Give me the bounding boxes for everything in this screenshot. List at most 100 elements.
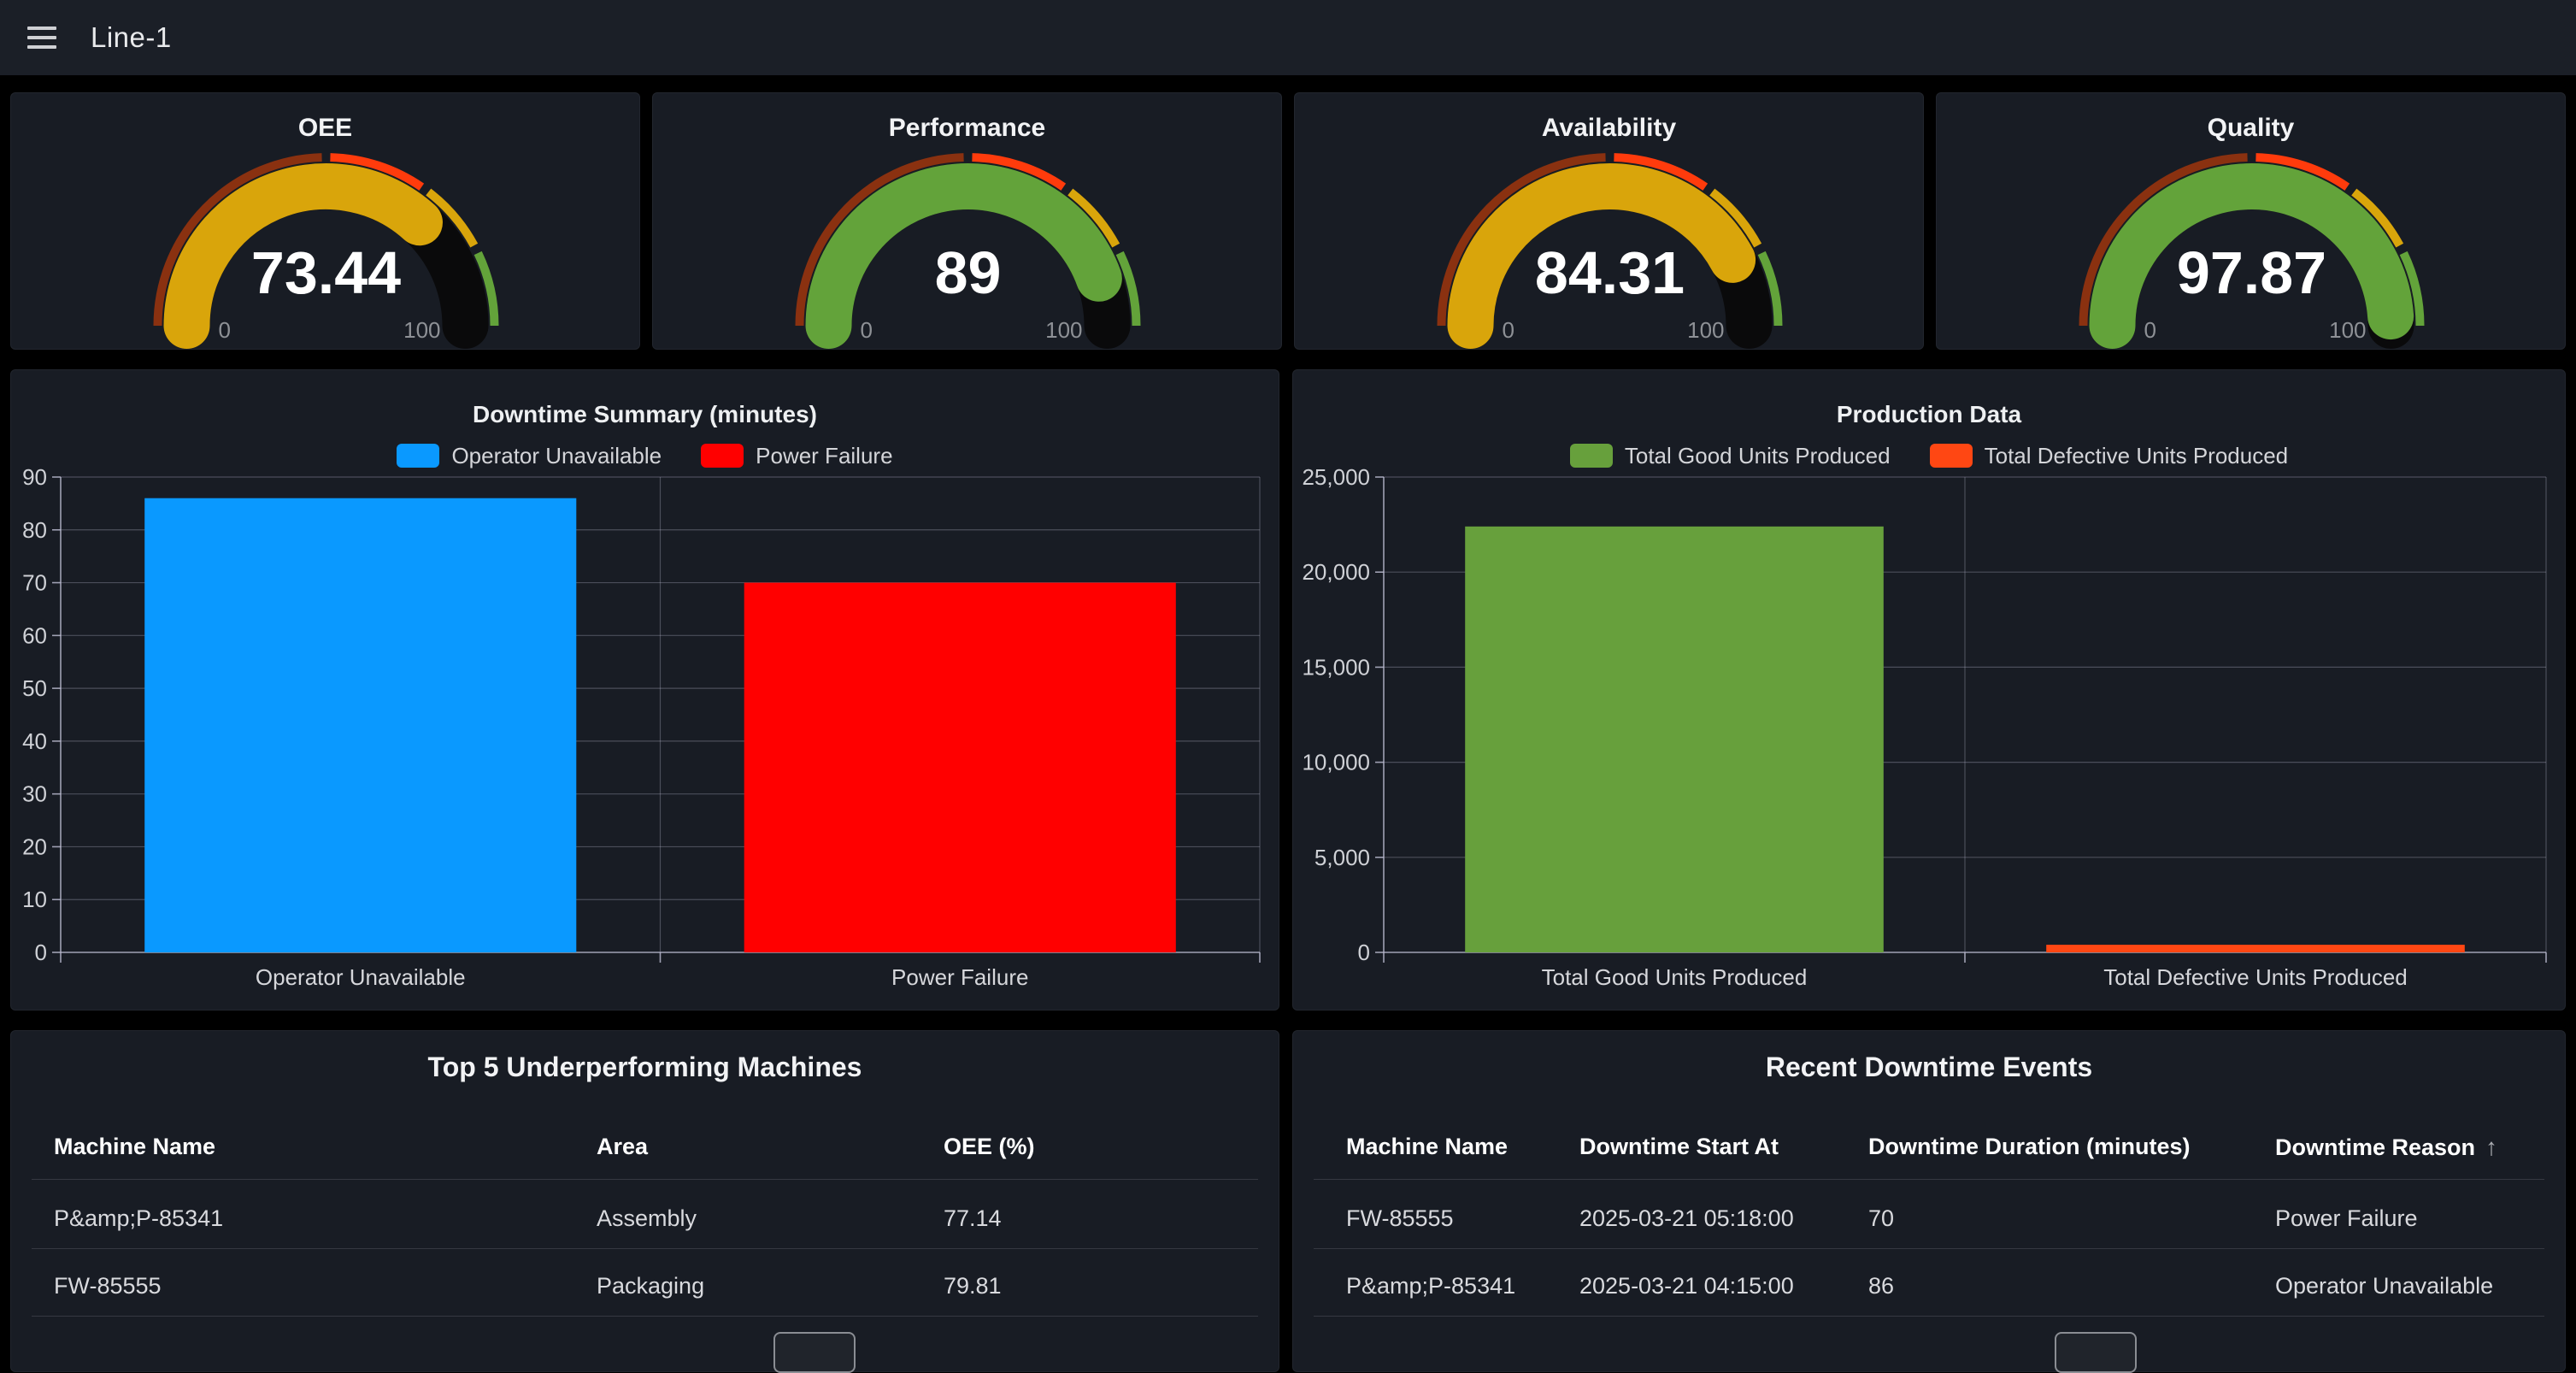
column-header[interactable]: Machine Name (54, 1134, 216, 1159)
gauge-max-label: 100 (2329, 317, 2366, 343)
gauge-title: OEE (297, 114, 353, 142)
panel-production-data-chart: Production Data Total Good Units Produce… (1292, 369, 2566, 1011)
table-cell: 79.81 (944, 1273, 1002, 1299)
y-tick-label: 50 (22, 675, 47, 701)
gauge-canvas: 84.31 0 100 (1437, 153, 1783, 349)
gauge-threshold-segment (473, 250, 499, 327)
gauge-value-arc (163, 163, 443, 349)
gauge-threshold-segment (153, 153, 322, 327)
panel-gauge-performance: Performance 89 0 100 (652, 92, 1282, 350)
gauge-max-label: 100 (1687, 317, 1724, 343)
gauge-threshold-segment (426, 188, 479, 248)
gauge-threshold-segment (330, 153, 425, 191)
y-tick-label: 10,000 (1302, 750, 1370, 775)
pagination-button[interactable] (773, 1332, 856, 1373)
gauge-value: 97.87 (2177, 239, 2326, 306)
gauge-threshold-segment (1115, 250, 1141, 327)
gauge-canvas: 97.87 0 100 (2079, 153, 2425, 349)
x-category-label: Total Defective Units Produced (2103, 964, 2408, 990)
dashboard-title: Line-1 (91, 21, 172, 53)
panel-top5-underperforming-machines: Top 5 Underperforming Machines Machine N… (10, 1030, 1279, 1373)
legend-item[interactable]: Total Good Units Produced (1569, 442, 1891, 469)
gauge-threshold-segment (1614, 153, 1709, 191)
gauge-value-arc (805, 163, 1122, 349)
row-divider (1314, 1248, 2544, 1249)
row-divider (32, 1179, 1258, 1180)
table-cell: P&amp;P-85341 (54, 1205, 224, 1231)
y-tick-label: 80 (22, 517, 47, 543)
y-tick-label: 0 (35, 940, 47, 965)
pagination-button[interactable] (2055, 1332, 2137, 1373)
gauge-threshold-segment (972, 153, 1067, 191)
table-cell: 70 (1868, 1205, 1895, 1231)
gauge-max-label: 100 (1045, 317, 1082, 343)
legend-swatch (397, 444, 440, 468)
column-header[interactable]: Downtime Reason ↑ (2275, 1134, 2498, 1160)
y-tick-label: 90 (22, 464, 47, 490)
gauge-threshold-segment (2351, 188, 2404, 248)
panel-recent-downtime-events: Recent Downtime Events Machine Name Downt… (1292, 1030, 2566, 1373)
legend-swatch (1569, 444, 1613, 468)
y-tick-label: 60 (22, 622, 47, 648)
gauge-threshold-segment (2399, 250, 2425, 327)
panel-gauge-quality: Quality 97.87 0 100 (1936, 92, 2566, 350)
x-category-label: Operator Unavailable (256, 964, 466, 990)
legend-item[interactable]: Operator Unavailable (397, 443, 662, 469)
column-header[interactable]: Downtime Start At (1579, 1134, 1779, 1159)
gauge-value: 73.44 (251, 239, 401, 306)
panel-gauge-availability: Availability 84.31 0 100 (1294, 92, 1924, 350)
gauge-availability: 84.31 0 100 (1295, 93, 1925, 355)
table-cell: FW-85555 (54, 1273, 162, 1299)
chart-title: Downtime Summary (minutes) (473, 401, 817, 427)
table-cell: 2025-03-21 05:18:00 (1579, 1205, 1794, 1231)
table-cell: Packaging (597, 1273, 705, 1299)
gauge-value-arc (2089, 163, 2414, 349)
table-title: Top 5 Underperforming Machines (427, 1052, 862, 1082)
y-tick-label: 5,000 (1314, 845, 1370, 870)
column-header[interactable]: Machine Name (1346, 1134, 1509, 1159)
gauge-threshold-segment (795, 153, 964, 327)
table-cell: Operator Unavailable (2275, 1273, 2494, 1299)
table-cell: FW-85555 (1346, 1205, 1454, 1231)
y-tick-label: 70 (22, 570, 47, 596)
menu-icon[interactable] (27, 27, 56, 49)
gauge-threshold-segment (1437, 153, 1606, 327)
gauge-threshold-segment (2255, 153, 2350, 191)
table-title: Recent Downtime Events (1765, 1052, 2093, 1082)
column-header[interactable]: Area (597, 1134, 649, 1159)
table-cell: 86 (1868, 1273, 1895, 1299)
y-tick-label: 30 (22, 781, 47, 807)
table-cell: 77.14 (944, 1205, 1002, 1231)
gauge-value: 89 (935, 239, 1002, 306)
y-tick-label: 10 (22, 887, 47, 912)
gauge-title: Performance (888, 114, 1046, 142)
legend-swatch (1929, 444, 1973, 468)
gauge-oee: 73.44 0 100 (11, 93, 641, 355)
legend-label: Total Good Units Produced (1624, 442, 1891, 468)
panel-gauge-oee: OEE 73.44 0 100 (10, 92, 640, 350)
legend-item[interactable]: Power Failure (701, 443, 893, 469)
x-category-label: Total Good Units Produced (1542, 964, 1808, 990)
gauge-quality: 97.87 0 100 (1937, 93, 2567, 355)
legend-label: Total Defective Units Produced (1984, 442, 2289, 468)
legend-label: Operator Unavailable (451, 442, 662, 468)
gauge-min-label: 0 (861, 317, 873, 343)
x-category-label: Power Failure (891, 964, 1028, 990)
table-cell: 2025-03-21 04:15:00 (1579, 1273, 1794, 1299)
bar-1 (144, 498, 577, 952)
gauge-min-label: 0 (1503, 317, 1514, 343)
chart-legend: Total Good Units Produced Total Defective… (1293, 442, 2565, 469)
legend-item[interactable]: Total Defective Units Produced (1929, 442, 2289, 469)
gauge-min-label: 0 (219, 317, 231, 343)
row-divider (32, 1248, 1258, 1249)
gauge-canvas: 89 0 100 (795, 153, 1141, 349)
y-tick-label: 20,000 (1302, 559, 1370, 585)
column-header[interactable]: Downtime Duration (minutes) (1868, 1134, 2191, 1159)
gauge-title: Availability (1541, 114, 1677, 142)
gauge-value: 84.31 (1535, 239, 1685, 306)
column-header[interactable]: OEE (%) (944, 1134, 1035, 1159)
gauge-performance: 89 0 100 (653, 93, 1283, 355)
row-divider (1314, 1316, 2544, 1317)
y-tick-label: 0 (1358, 940, 1370, 965)
